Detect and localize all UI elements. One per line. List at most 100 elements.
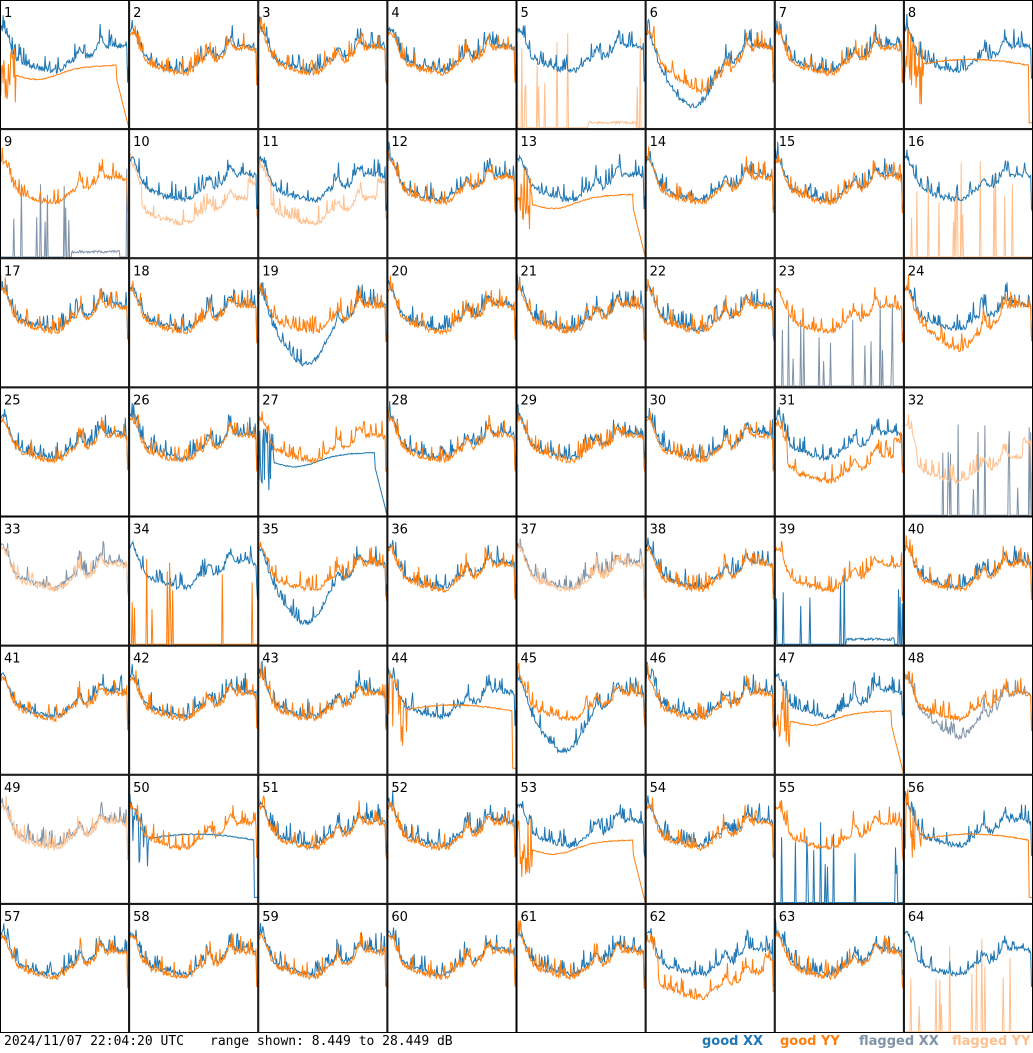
panel-5: 5 [516, 0, 646, 130]
series-2-yy [129, 25, 259, 86]
series-12-xx [387, 141, 517, 211]
series-33-xx [0, 540, 130, 599]
panel-label: 56 [908, 781, 925, 796]
series-21-yy [516, 277, 646, 342]
panel-51: 51 [258, 774, 388, 904]
panel-37: 37 [516, 516, 646, 646]
series-46-xx [645, 661, 775, 728]
series-38-xx [645, 537, 775, 596]
series-15-xx [774, 141, 904, 210]
panel-label: 52 [391, 781, 408, 796]
panel-36: 36 [387, 516, 517, 646]
panel-border-45 [516, 645, 646, 775]
panel-63: 63 [774, 903, 904, 1033]
series-57-yy [0, 933, 130, 990]
panel-border-62 [645, 903, 775, 1033]
panel-label: 44 [391, 652, 408, 667]
panel-border-37 [516, 516, 646, 646]
series-47-yy [774, 685, 904, 775]
series-19-xx [258, 282, 388, 367]
series-6-yy [645, 25, 775, 96]
panel-label: 11 [262, 135, 279, 150]
panel-border-38 [645, 516, 775, 646]
panel-border-3 [258, 0, 388, 130]
panel-46: 46 [645, 645, 775, 775]
series-18-xx [129, 283, 259, 342]
panel-border-22 [645, 258, 775, 388]
panel-border-29 [516, 387, 646, 517]
series-17-xx [0, 281, 130, 340]
panel-border-58 [129, 903, 259, 1033]
panel-label: 51 [262, 781, 279, 796]
series-60-xx [387, 927, 517, 987]
series-4-xx [387, 27, 517, 84]
panel-border-55 [774, 774, 904, 904]
series-16-yy [903, 161, 1033, 258]
series-56-xx [903, 791, 1033, 857]
panel-2: 2 [129, 0, 259, 130]
panel-border-11 [258, 129, 388, 259]
panel-label: 27 [262, 393, 279, 408]
panel-border-4 [387, 0, 517, 130]
series-38-yy [645, 545, 775, 601]
series-61-yy [516, 920, 646, 989]
panel-3: 3 [258, 0, 388, 130]
series-5-xx [516, 25, 646, 82]
series-4-yy [387, 29, 517, 85]
panel-label: 31 [779, 393, 796, 408]
panel-border-39 [774, 516, 904, 646]
series-32-xx [903, 424, 1033, 516]
legend-flagged-xx: flagged XX [859, 1034, 939, 1049]
panel-border-6 [645, 0, 775, 130]
panel-border-44 [387, 645, 517, 775]
panel-24: 24 [903, 258, 1033, 388]
panel-border-25 [0, 387, 130, 517]
panel-label: 13 [521, 135, 538, 150]
panel-label: 61 [521, 910, 538, 925]
series-59-yy [258, 932, 388, 990]
panel-34: 34 [129, 516, 259, 646]
panel-17: 17 [0, 258, 130, 388]
series-14-yy [645, 146, 775, 214]
panel-border-63 [774, 903, 904, 1033]
series-5-yy [516, 33, 646, 129]
series-56-yy [903, 789, 1033, 898]
series-36-yy [387, 544, 517, 602]
panel-label: 45 [521, 652, 538, 667]
series-24-yy [903, 274, 1033, 353]
panel-label: 18 [133, 264, 150, 279]
series-47-xx [774, 663, 904, 728]
panel-label: 49 [4, 781, 21, 796]
panel-border-18 [129, 258, 259, 388]
panel-11: 11 [258, 129, 388, 259]
panel-label: 30 [650, 393, 667, 408]
series-25-xx [0, 409, 130, 470]
panel-border-33 [0, 516, 130, 646]
panel-border-23 [774, 258, 904, 388]
panel-label: 57 [4, 910, 21, 925]
series-35-xx [258, 546, 388, 626]
series-30-xx [645, 407, 775, 470]
panel-label: 37 [521, 523, 538, 538]
series-58-yy [129, 932, 259, 988]
panel-7: 7 [774, 0, 904, 130]
panel-59: 59 [258, 903, 388, 1033]
panel-6: 6 [645, 0, 775, 130]
series-20-yy [387, 275, 517, 342]
series-40-yy [903, 535, 1033, 601]
panel-label: 43 [262, 652, 279, 667]
panel-border-54 [645, 774, 775, 904]
panel-50: 50 [129, 774, 259, 904]
panel-15: 15 [774, 129, 904, 259]
series-15-yy [774, 154, 904, 214]
panel-border-30 [645, 387, 775, 517]
series-63-xx [774, 918, 904, 984]
series-34-yy [129, 558, 259, 645]
panel-13: 13 [516, 129, 646, 259]
series-49-xx [0, 798, 130, 856]
panel-border-43 [258, 645, 388, 775]
panel-border-41 [0, 645, 130, 775]
series-23-xx [774, 300, 904, 387]
series-60-yy [387, 933, 517, 989]
panel-label: 21 [521, 264, 538, 279]
